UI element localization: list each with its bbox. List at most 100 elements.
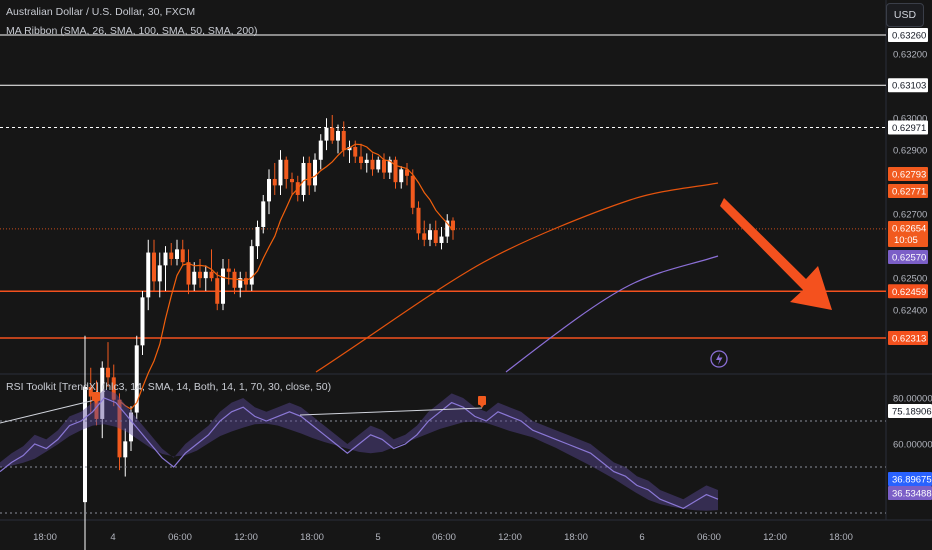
candle-body	[111, 377, 116, 400]
candle-body	[261, 201, 266, 227]
candle-body	[140, 297, 145, 346]
candle-body	[341, 130, 346, 151]
candle-body	[198, 271, 202, 279]
candle-body	[353, 146, 358, 157]
forecast-arrow	[720, 198, 832, 310]
time-tick: 06:00	[432, 532, 456, 543]
candle-body	[347, 146, 352, 151]
lightning-icon-bolt	[716, 353, 723, 365]
currency-button[interactable]: USD	[886, 3, 924, 27]
candle-body	[180, 249, 185, 263]
candle-body	[100, 367, 105, 419]
price-tag-label: 0.62793	[892, 170, 926, 181]
candle-body	[221, 268, 225, 304]
level-tag	[888, 120, 928, 135]
candle-body	[203, 271, 208, 279]
candle-body	[175, 249, 179, 259]
ma-line-mid	[315, 182, 719, 373]
candle-body	[163, 252, 168, 266]
candle-body	[324, 127, 329, 141]
rsi-line	[0, 397, 719, 510]
rsi-tag	[888, 404, 932, 418]
rsi-tag-label: 36.53488	[892, 489, 932, 500]
lightning-icon-ring	[710, 350, 728, 368]
price-tick: 0.62400	[893, 306, 927, 317]
level-tag-label: 0.62313	[892, 334, 926, 345]
rsi-tag-label: 36.89675	[892, 475, 932, 486]
candle-body	[387, 159, 392, 173]
candle-body	[209, 271, 214, 279]
candle-body	[330, 127, 335, 141]
candle-body	[301, 162, 306, 195]
price-tag-label: 0.62771	[892, 187, 926, 198]
time-tick: 5	[375, 532, 380, 543]
candle-body	[123, 441, 128, 458]
rsi-signal-marker	[92, 392, 100, 401]
level-tag	[888, 331, 928, 345]
time-tick: 18:00	[33, 532, 57, 543]
rsi-tick: 60.00000	[893, 440, 932, 451]
candle-body	[336, 130, 340, 141]
candle-body	[364, 159, 369, 163]
candle-body	[117, 399, 122, 458]
candle-body	[393, 159, 398, 183]
candle-body	[169, 252, 174, 259]
ma-line-fast	[119, 143, 454, 410]
candle-body	[439, 236, 444, 243]
time-tick: 12:00	[763, 532, 787, 543]
price-tick: 0.63000	[893, 114, 927, 125]
time-tick: 06:00	[168, 532, 192, 543]
rsi-signal-marker-tip	[480, 405, 484, 408]
time-tick: 18:00	[300, 532, 324, 543]
price-tag-label: 0.62654	[892, 224, 926, 235]
candle-body	[88, 386, 93, 397]
rsi-band	[0, 388, 718, 511]
candle-body	[186, 262, 191, 285]
countdown-label: 10:05	[894, 235, 918, 246]
price-tick: 0.62700	[893, 210, 927, 221]
candle-body	[192, 271, 197, 285]
candle-body	[290, 178, 294, 183]
time-tick: 18:00	[564, 532, 588, 543]
rsi-tick: 80.00000	[893, 394, 932, 405]
candle-body	[433, 230, 438, 243]
candle-body	[451, 220, 455, 231]
candle-body	[428, 230, 432, 240]
candle-body	[376, 159, 381, 170]
candle-body	[445, 220, 450, 237]
candle-body	[416, 207, 421, 234]
candle-body	[370, 159, 375, 170]
candle-body	[422, 233, 427, 240]
candle-body	[244, 278, 248, 285]
time-tick: 6	[639, 532, 644, 543]
ma-line-slow	[505, 255, 719, 373]
candle-body	[106, 367, 110, 378]
time-tick: 06:00	[697, 532, 721, 543]
candle-body	[134, 345, 139, 413]
candle-body	[83, 386, 87, 503]
candle-body	[278, 159, 283, 186]
price-tick: 0.62500	[893, 274, 927, 285]
price-tick: 0.62900	[893, 146, 927, 157]
candle-body	[267, 178, 271, 202]
price-tag	[888, 184, 928, 198]
candle-body	[226, 268, 231, 272]
candle-body	[232, 271, 237, 288]
candle-body	[238, 278, 243, 288]
rsi-tag-label: 75.18906	[892, 407, 932, 418]
rsi-signal-marker-tip	[94, 401, 98, 404]
ma-ribbon-legend: MA Ribbon (SMA, 26, SMA, 100, SMA, 50, S…	[6, 25, 258, 37]
rsi-tag	[888, 472, 932, 486]
level-tag	[888, 28, 928, 42]
candle-body	[307, 162, 312, 186]
price-tag	[888, 221, 928, 247]
lightning-icon	[710, 350, 728, 368]
rsi-trendline	[0, 399, 96, 424]
rsi-trendline	[299, 407, 483, 416]
time-tick: 12:00	[234, 532, 258, 543]
candle-body	[129, 412, 133, 442]
price-tag-label: 0.62570	[892, 253, 926, 264]
rsi-tag	[888, 486, 932, 500]
level-tag-label: 0.62459	[892, 287, 926, 298]
